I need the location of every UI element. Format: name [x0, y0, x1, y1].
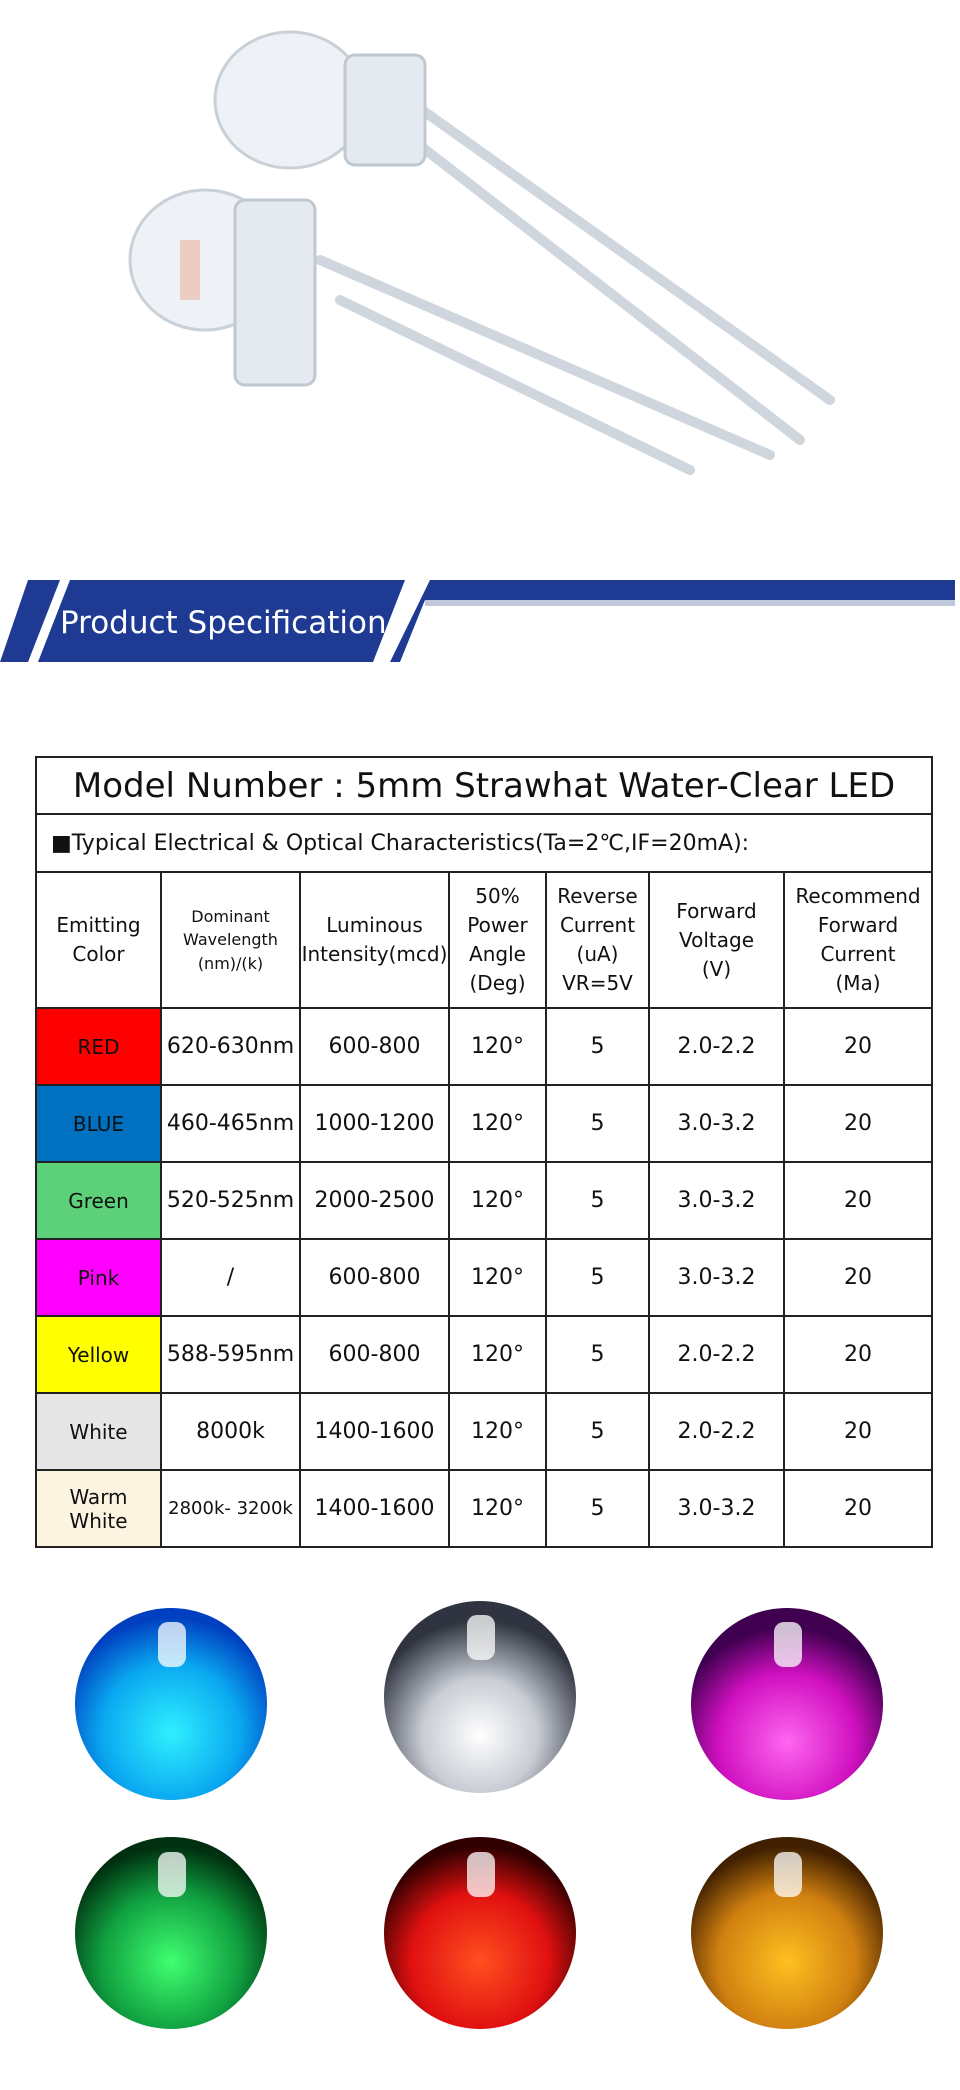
value-cell: 3.0-3.2 — [648, 1469, 785, 1548]
value-cell: 5 — [545, 1469, 650, 1548]
led-bulbs — [158, 1615, 802, 1897]
value-cell: 20 — [782, 1007, 934, 1086]
banner-title: Product Specification — [60, 605, 387, 641]
glow-green — [75, 1837, 267, 2029]
data-row: BLUE 460-465nm 1000-1200 120° 5 3.0-3.2 20 — [35, 1084, 934, 1163]
header-cell: Luminous Intensity(mcd) — [299, 871, 450, 1009]
value-cell: 5 — [545, 1392, 650, 1471]
value-cell: 8000k — [160, 1392, 301, 1471]
value-cell: 120° — [448, 1238, 547, 1317]
value-cell: 3.0-3.2 — [648, 1084, 785, 1163]
glow-red — [384, 1837, 576, 2029]
banner-shadow — [425, 600, 955, 606]
color-cell: RED — [35, 1007, 162, 1086]
glow-yellow — [691, 1837, 883, 2029]
value-cell: / — [160, 1238, 301, 1317]
value-cell: 5 — [545, 1084, 650, 1163]
glow-photos — [75, 1601, 883, 2029]
value-cell: 20 — [782, 1161, 934, 1240]
banner-label — [38, 580, 405, 662]
value-cell: 120° — [448, 1392, 547, 1471]
value-cell: 620-630nm — [160, 1007, 301, 1086]
glow-pink — [691, 1608, 883, 1800]
led-rim — [343, 53, 427, 167]
color-cell: Warm White — [35, 1469, 162, 1548]
glow-row — [75, 1601, 883, 2029]
header-cell: Recommend Forward Current (Ma) — [782, 871, 934, 1009]
value-cell: 120° — [448, 1007, 547, 1086]
value-cell: 20 — [782, 1084, 934, 1163]
header-cell: Reverse Current (uA) VR=5V — [545, 871, 650, 1009]
value-cell: 1400-1600 — [299, 1469, 450, 1548]
value-cell: 2.0-2.2 — [648, 1007, 785, 1086]
value-cell: 1400-1600 — [299, 1392, 450, 1471]
value-cell: 588-595nm — [160, 1315, 301, 1394]
value-cell: 20 — [782, 1315, 934, 1394]
value-cell: 5 — [545, 1315, 650, 1394]
table-subtitle: ■Typical Electrical & Optical Characteri… — [34, 813, 934, 873]
value-cell: 20 — [782, 1392, 934, 1471]
data-row: White 8000k 1400-1600 120° 5 2.0-2.2 20 — [35, 1392, 934, 1471]
header-cell: 50% Power Angle (Deg) — [448, 871, 547, 1009]
data-row: Yellow 588-595nm 600-800 120° 5 2.0-2.2 20 — [35, 1315, 934, 1394]
header-cell: Emitting Color — [35, 871, 162, 1009]
value-cell: 520-525nm — [160, 1161, 301, 1240]
value-cell: 1000-1200 — [299, 1084, 450, 1163]
header-cell: Forward Voltage (V) — [648, 871, 785, 1009]
value-cell: 600-800 — [299, 1007, 450, 1086]
color-cell: Green — [35, 1161, 162, 1240]
value-cell: 2.0-2.2 — [648, 1315, 785, 1394]
value-cell: 460-465nm — [160, 1084, 301, 1163]
led-dome — [213, 30, 367, 170]
led-chip — [180, 240, 200, 300]
data-row: Warm White 2800k- 3200k 1400-1600 120° 5 3.0-… — [35, 1469, 934, 1548]
data-row: Pink/600-800 120° 5 3.0-3.2 20 — [35, 1238, 934, 1317]
value-cell: 600-800 — [299, 1238, 450, 1317]
led-rim — [233, 198, 317, 387]
banner-bar — [390, 580, 955, 662]
value-cell: 120° — [448, 1161, 547, 1240]
color-cell: White — [35, 1392, 162, 1471]
value-cell: 5 — [545, 1238, 650, 1317]
value-cell: 20 — [782, 1238, 934, 1317]
glow-blue — [75, 1608, 267, 1800]
spec-table: Model Number : 5mm Strawhat Water-Clear … — [34, 756, 934, 1548]
value-cell: 5 — [545, 1007, 650, 1086]
header-row: Emitting Color Dominant Wavelength (nm)/(… — [35, 871, 934, 1009]
table-title: Model Number : 5mm Strawhat Water-Clear … — [34, 756, 934, 815]
color-cell: BLUE — [35, 1084, 162, 1163]
header-cell: Dominant Wavelength (nm)/(k) — [160, 871, 301, 1009]
value-cell: 120° — [448, 1469, 547, 1548]
value-cell: 600-800 — [299, 1315, 450, 1394]
data-row: RED 620-630nm 600-800 120° 5 2.0-2.2 20 — [35, 1007, 934, 1086]
value-cell: 120° — [448, 1315, 547, 1394]
value-cell: 3.0-3.2 — [648, 1161, 785, 1240]
value-cell: 3.0-3.2 — [648, 1238, 785, 1317]
banner: Product Specification — [0, 580, 955, 662]
value-cell: 2000-2500 — [299, 1161, 450, 1240]
value-cell: 5 — [545, 1161, 650, 1240]
value-cell: 2.0-2.2 — [648, 1392, 785, 1471]
color-cell: Pink — [35, 1238, 162, 1317]
data-row: Green 520-525nm 2000-2500 120° 5 3.0-3.2 20 — [35, 1161, 934, 1240]
glow-white — [384, 1601, 576, 1793]
banner-stripe — [0, 580, 60, 662]
color-cell: Yellow — [35, 1315, 162, 1394]
value-cell: 2800k- 3200k — [160, 1469, 301, 1548]
led-leads — [315, 75, 835, 475]
value-cell: 20 — [782, 1469, 934, 1548]
value-cell: 120° — [448, 1084, 547, 1163]
product-photo — [128, 30, 835, 475]
